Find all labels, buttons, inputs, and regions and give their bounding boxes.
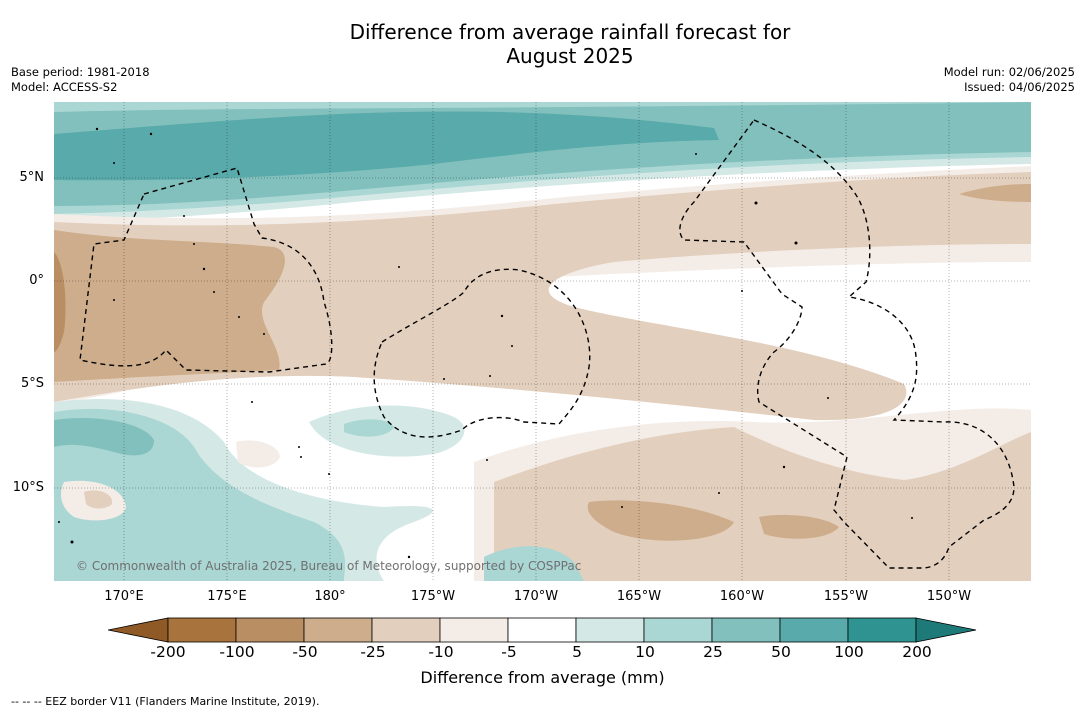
dry-north-strip bbox=[959, 184, 1031, 202]
lon-label-165w: 165°W bbox=[616, 589, 662, 604]
colorbar-swatch bbox=[507, 617, 577, 643]
colorbar-label: -25 bbox=[360, 643, 386, 661]
colorbar-swatch bbox=[371, 617, 441, 643]
dry-south-25 bbox=[494, 427, 1031, 581]
colorbar-extend-high bbox=[915, 617, 977, 643]
lat-label-0: 0° bbox=[29, 273, 44, 288]
wet-band-north-50 bbox=[54, 111, 719, 181]
lon-label-180: 180° bbox=[314, 589, 346, 604]
dry-south-50-a bbox=[587, 500, 734, 541]
lon-label-150w: 150°W bbox=[926, 589, 972, 604]
white-tongue bbox=[654, 273, 1031, 326]
wet-central-10 bbox=[344, 419, 394, 437]
colorbar-swatch bbox=[847, 617, 917, 643]
colorbar-label: 25 bbox=[703, 643, 723, 661]
colorbar-swatch bbox=[167, 617, 237, 643]
colorbar-label: 50 bbox=[771, 643, 791, 661]
dry-south-patch bbox=[236, 440, 280, 468]
graticule bbox=[54, 102, 1031, 581]
lon-label-175w: 175°W bbox=[410, 589, 456, 604]
colorbar-swatch bbox=[235, 617, 305, 643]
model-run-date: Model run: 02/06/2025 bbox=[943, 65, 1075, 79]
colorbar-swatch bbox=[643, 617, 713, 643]
lat-label-5n: 5°N bbox=[19, 170, 45, 185]
colorbar-label: 200 bbox=[902, 643, 932, 661]
colorbar-title: Difference from average (mm) bbox=[420, 668, 665, 687]
base-info: Base period: 1981-2018 Model: ACCESS-S2 bbox=[11, 65, 150, 95]
colorbar-label: 100 bbox=[834, 643, 864, 661]
colorbar-label: 5 bbox=[572, 643, 582, 661]
dry-band-25 bbox=[54, 172, 1031, 421]
eez-border-west bbox=[79, 167, 333, 373]
base-period: Base period: 1981-2018 bbox=[11, 65, 150, 79]
title-line-2: August 2025 bbox=[506, 44, 634, 68]
lon-label-175e: 175°E bbox=[207, 589, 247, 604]
eez-borders bbox=[79, 119, 1015, 569]
lat-label-10s: 10°S bbox=[12, 480, 44, 495]
eez-border-east bbox=[679, 119, 1015, 569]
map-title: Difference from average rainfall forecas… bbox=[0, 20, 1085, 68]
colorbar-swatch bbox=[303, 617, 373, 643]
colorbar-label: -200 bbox=[150, 643, 186, 661]
colorbar-label: -50 bbox=[292, 643, 318, 661]
issued-date: Issued: 04/06/2025 bbox=[964, 80, 1075, 94]
colorbar-label: 10 bbox=[635, 643, 655, 661]
dry-west-100 bbox=[54, 252, 66, 352]
dry-southwest-core bbox=[84, 490, 113, 509]
colorbar-label: -5 bbox=[501, 643, 517, 661]
lon-label-160w: 160°W bbox=[719, 589, 765, 604]
model-name: Model: ACCESS-S2 bbox=[11, 80, 118, 94]
colorbar-label: -10 bbox=[428, 643, 454, 661]
lat-label-5s: 5°S bbox=[20, 376, 44, 391]
dry-south-50-b bbox=[759, 514, 839, 539]
eez-legend: -- -- -- EEZ border V11 (Flanders Marine… bbox=[11, 695, 320, 708]
colorbar-label: -100 bbox=[219, 643, 255, 661]
copyright-notice: © Commonwealth of Australia 2025, Bureau… bbox=[76, 559, 581, 573]
lon-label-170w: 170°W bbox=[513, 589, 559, 604]
colorbar-swatch bbox=[575, 617, 645, 643]
islands bbox=[58, 127, 913, 559]
rainfall-map: © Commonwealth of Australia 2025, Bureau… bbox=[54, 102, 1031, 581]
wet-southwest-25 bbox=[54, 418, 154, 456]
lon-label-170e: 170°E bbox=[104, 589, 144, 604]
eez-border-central bbox=[373, 268, 591, 438]
colorbar bbox=[108, 617, 977, 643]
lon-label-155w: 155°W bbox=[823, 589, 869, 604]
title-line-1: Difference from average rainfall forecas… bbox=[349, 20, 791, 44]
colorbar-swatch bbox=[711, 617, 781, 643]
colorbar-extend-low bbox=[108, 617, 169, 643]
colorbar-swatch bbox=[439, 617, 509, 643]
run-info: Model run: 02/06/2025 Issued: 04/06/2025 bbox=[944, 65, 1075, 95]
colorbar-swatch bbox=[779, 617, 849, 643]
dry-west-50 bbox=[54, 230, 285, 382]
wet-south-bottom bbox=[484, 546, 584, 581]
